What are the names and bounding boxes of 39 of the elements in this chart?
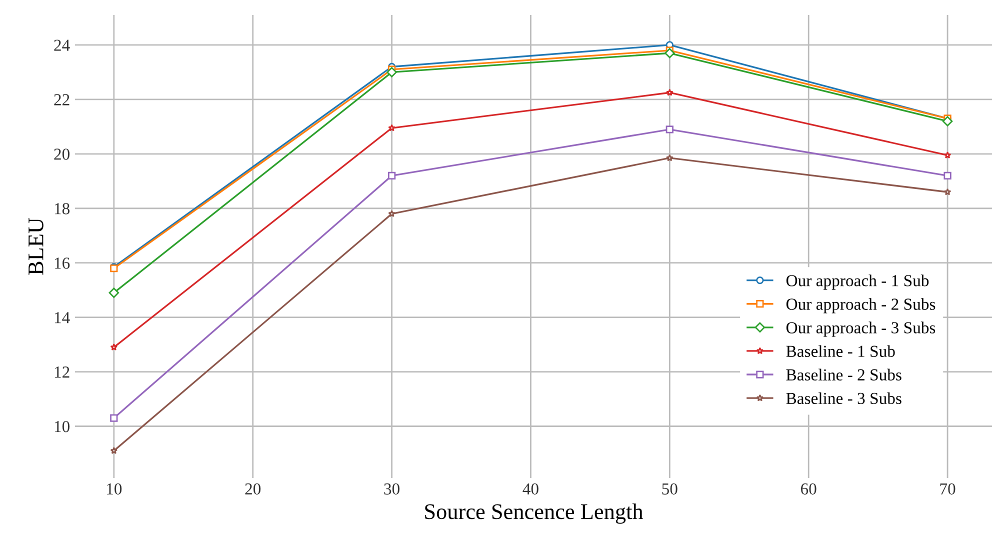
point — [110, 446, 118, 454]
point — [666, 154, 674, 162]
x-tick-label: 70 — [940, 483, 956, 495]
point — [388, 124, 396, 132]
x-tick-label: 50 — [662, 483, 678, 495]
point — [666, 126, 674, 134]
point — [108, 288, 120, 298]
point — [942, 116, 953, 126]
x-tick-label: 10 — [107, 483, 122, 495]
x-tick-label: 20 — [245, 483, 261, 495]
y-tick-label: 22 — [54, 94, 70, 106]
y-tick-label: 20 — [54, 148, 70, 160]
point — [388, 210, 396, 218]
point — [944, 151, 952, 158]
point — [386, 67, 397, 78]
y-tick-label: 24 — [54, 40, 70, 51]
point — [388, 172, 396, 180]
point — [944, 172, 952, 180]
y-tick-label: 16 — [54, 258, 70, 269]
legend-label: Baseline - 2 Subs — [786, 368, 902, 381]
x-tick-label: 30 — [384, 483, 400, 495]
x-tick-label: 60 — [800, 483, 816, 495]
y-tick-label: 18 — [54, 203, 70, 214]
legend-label: Our approach - 1 Sub — [786, 274, 929, 290]
x-tick-label: 40 — [522, 483, 538, 495]
y-tick-label: 12 — [54, 366, 70, 378]
y-tick-label: 14 — [54, 312, 70, 324]
legend-label: Baseline - 3 Subs — [786, 392, 902, 404]
y-tick-label: 10 — [54, 420, 70, 432]
legend-label: Our approach - 2 Subs — [786, 298, 936, 314]
point — [110, 343, 118, 350]
x-axis-title: Source Sencence Length — [425, 504, 644, 524]
point — [944, 188, 952, 196]
point — [664, 48, 675, 58]
y-axis-title: BLEU — [28, 218, 44, 275]
point — [666, 88, 674, 96]
point — [110, 414, 118, 422]
legend-label: Baseline - 1 Sub — [786, 345, 895, 357]
legend-label: Our approach - 3 Subs — [786, 322, 936, 337]
